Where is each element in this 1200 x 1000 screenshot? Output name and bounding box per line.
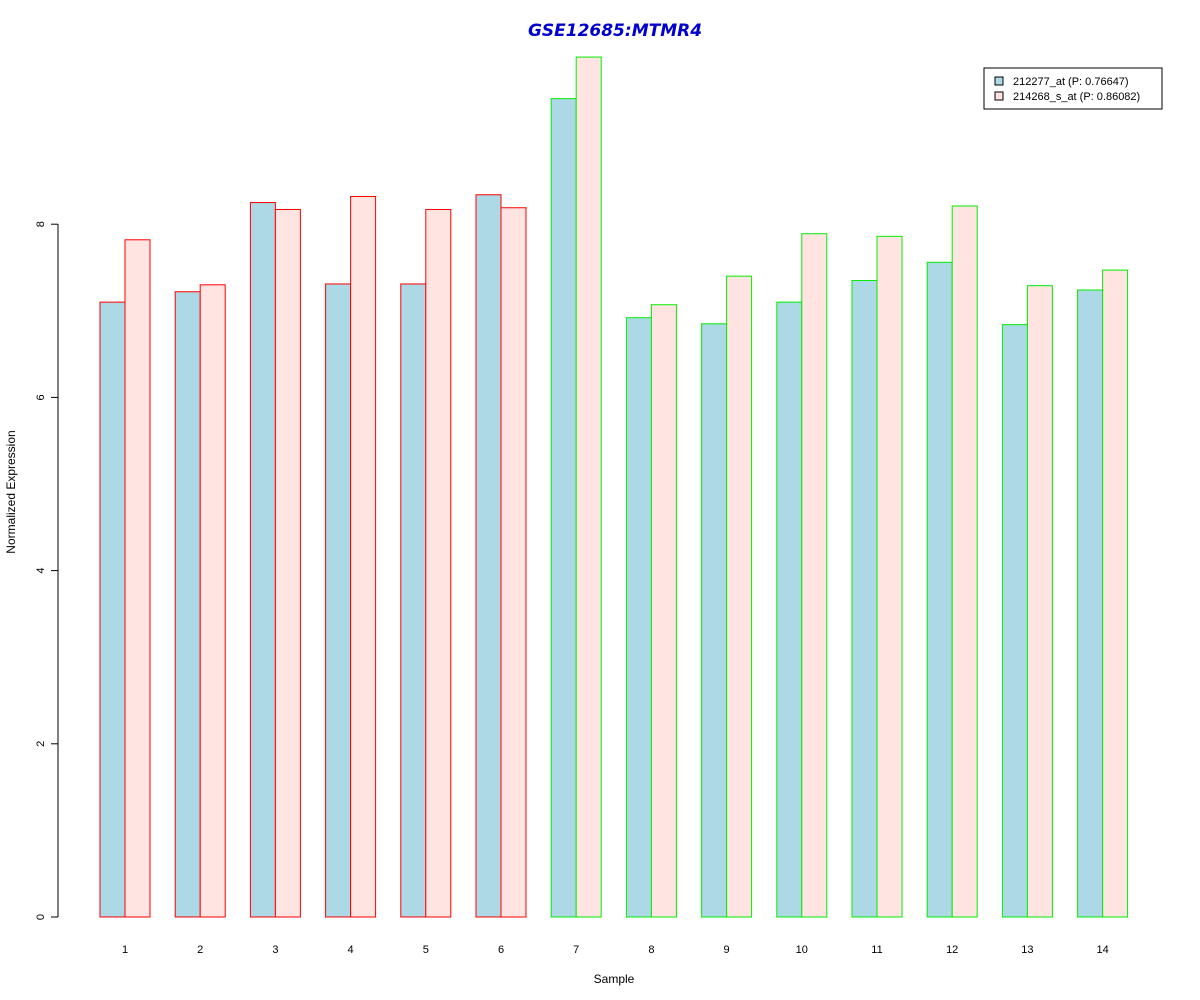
bar-sample-3-series-1 [249,202,276,918]
legend-swatch-2 [994,91,1004,101]
legend-entry-2: 214268_s_at (P: 0.86082) [1013,91,1140,103]
bar-sample-2-series-2 [199,284,226,918]
x-tick-label: 13 [1021,944,1033,956]
bar-sample-1-series-2 [124,239,151,918]
bar-sample-10-series-2 [801,233,828,918]
x-tick-label: 4 [348,944,354,956]
bar-sample-8-series-1 [625,317,652,918]
x-tick-label: 1 [122,944,128,956]
bar-sample-4-series-2 [350,195,377,918]
bar-sample-6-series-2 [500,207,527,918]
bar-sample-9-series-1 [701,323,728,918]
bar-sample-8-series-2 [650,304,677,918]
x-tick-label: 3 [272,944,278,956]
x-tick-label: 11 [871,944,882,956]
bar-sample-14-series-1 [1077,289,1104,918]
y-axis-label: Normalized Expression [4,430,18,553]
bar-sample-6-series-1 [475,194,502,918]
y-tick-label: 2 [35,741,47,747]
bar-sample-13-series-2 [1026,285,1053,918]
x-tick-label: 8 [648,944,654,956]
y-axis: 0 2 4 6 8 [35,221,59,920]
x-tick-label: 5 [423,944,429,956]
bar-sample-11-series-1 [851,279,878,918]
x-tick-label: 2 [197,944,203,956]
y-tick-label: 0 [35,914,47,920]
chart-title: GSE12685:MTMR4 [528,21,702,41]
legend-swatch-1 [994,76,1004,86]
bar-sample-12-series-2 [951,205,978,918]
x-tick-label: 7 [573,944,579,956]
x-tick-label: 10 [796,944,808,956]
x-tick-label: 9 [724,944,730,956]
bar-sample-13-series-1 [1001,324,1028,918]
y-tick-label: 8 [35,221,47,227]
bars [99,56,1129,918]
x-tick-label: 12 [946,944,958,956]
bar-sample-12-series-1 [926,261,953,918]
bar-sample-3-series-2 [274,208,301,918]
legend: 212277_at (P: 0.76647) 214268_s_at (P: 0… [983,67,1163,110]
legend-entry-1: 212277_at (P: 0.76647) [1013,76,1129,88]
bar-sample-9-series-2 [726,275,753,918]
bar-sample-4-series-1 [325,283,352,918]
bar-sample-7-series-1 [550,98,577,918]
bar-sample-5-series-2 [425,208,452,918]
bar-sample-1-series-1 [99,301,126,918]
legend-box [983,67,1163,110]
y-tick-label: 4 [35,568,47,574]
x-axis-tick-labels: 1 2 3 4 5 6 7 8 9 10 11 12 13 14 [122,944,1109,956]
x-tick-label: 14 [1096,944,1108,956]
y-tick-label: 6 [35,394,47,400]
bar-sample-14-series-2 [1102,269,1129,918]
bar-sample-7-series-2 [575,56,602,918]
bar-sample-10-series-1 [776,301,803,918]
bar-sample-11-series-2 [876,235,903,918]
x-axis-label: Sample [594,972,635,986]
bar-sample-5-series-1 [400,283,427,918]
x-tick-label: 6 [498,944,504,956]
bar-sample-2-series-1 [174,291,201,918]
